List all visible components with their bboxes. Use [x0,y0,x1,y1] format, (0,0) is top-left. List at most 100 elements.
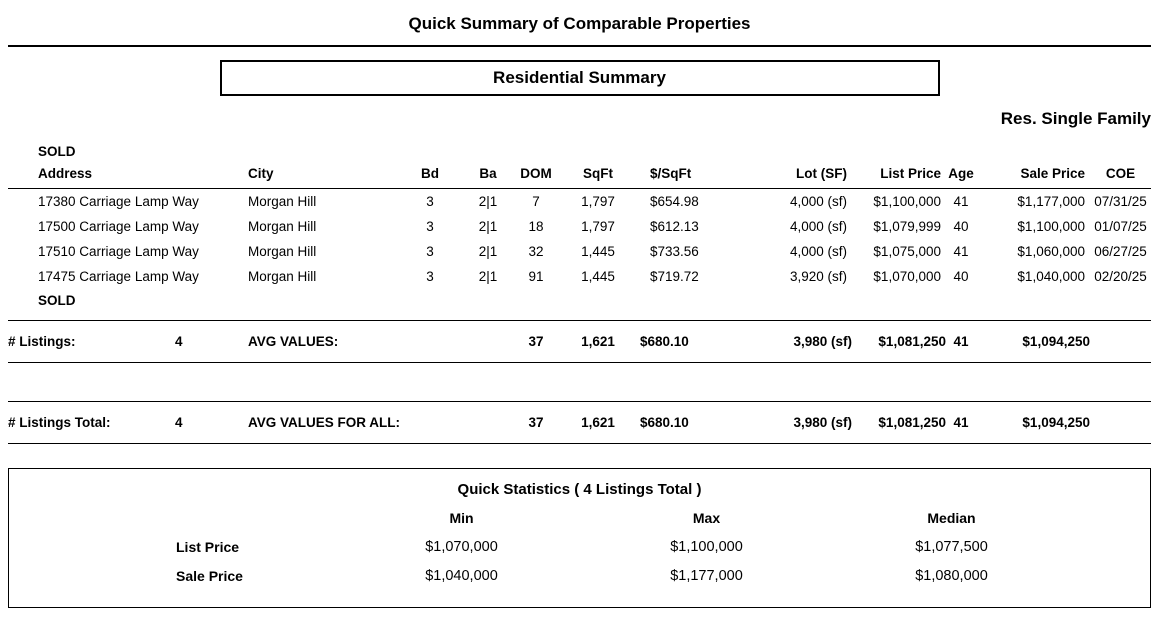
qs-header-min: Min [449,510,474,526]
cell-list-price: $1,070,000 [873,269,941,284]
table-header-row: Address City Bd Ba DOM SqFt $/SqFt Lot (… [8,163,1151,189]
cell-dom: 18 [528,219,544,234]
divider [8,443,1151,444]
listings-total-count: 4 [175,415,183,430]
cell-coe: 06/27/25 [1094,244,1147,259]
total-coe [1090,402,1151,443]
cell-lot: 4,000 (sf) [789,244,847,259]
cell-city: Morgan Hill [248,244,317,259]
totals-row: # Listings Total: 4 AVG VALUES FOR ALL: … [8,402,1151,443]
qs-sale-price-median: $1,080,000 [915,568,988,584]
cell-address: 17475 Carriage Lamp Way [38,269,199,284]
spacer [8,363,1151,401]
column-header-sale-price: Sale Price [976,163,1090,189]
cell-age: 40 [953,269,969,284]
listings-total-label: # Listings Total: [8,415,111,430]
cell-price-per-sqft: $733.56 [650,244,699,259]
qs-list-price-max: $1,100,000 [670,539,743,555]
avg-list-price: $1,081,250 [878,334,946,349]
quick-statistics-grid: Min Max Median List Price $1,070,000 $1,… [9,510,1150,584]
qs-header-max: Max [692,510,721,526]
qs-list-price-min: $1,070,000 [425,539,498,555]
column-header-coe: COE [1090,163,1151,189]
cell-coe: 07/31/25 [1094,194,1147,209]
table-row: 17380 Carriage Lamp Way Morgan Hill 3 2|… [8,189,1151,215]
listings-total-cell: # Listings Total: 4 [8,402,248,443]
averages-table-row: # Listings: 4 AVG VALUES: 37 1,621 $680.… [8,321,1151,362]
cell-address: 17380 Carriage Lamp Way [38,194,199,209]
cell-lot: 4,000 (sf) [789,194,847,209]
sold-section-label-top: SOLD [38,144,76,159]
cell-list-price: $1,100,000 [873,194,941,209]
cell-ba: 2|1 [478,194,498,209]
avg-lot: 3,980 (sf) [793,334,852,349]
cell-sqft: 1,797 [581,194,615,209]
cell-lot: 4,000 (sf) [789,219,847,234]
total-ba [460,402,516,443]
cell-sqft: 1,797 [581,219,615,234]
divider [8,320,1151,321]
qs-empty-cell [9,510,339,526]
cell-age: 41 [953,244,969,259]
column-header-city: City [248,163,400,189]
quick-statistics-box: Quick Statistics ( 4 Listings Total ) Mi… [8,468,1151,608]
avg-ba [460,321,516,362]
averages-row: # Listings: 4 AVG VALUES: 37 1,621 $680.… [8,321,1151,362]
avg-bd [400,321,460,362]
column-header-list-price: List Price [852,163,946,189]
cell-bd: 3 [426,244,434,259]
avg-sale-price: $1,094,250 [1022,334,1090,349]
quick-statistics-title: Quick Statistics ( 4 Listings Total ) [457,481,702,498]
cell-list-price: $1,075,000 [873,244,941,259]
property-class-label: Res. Single Family [1000,109,1151,128]
cell-age: 41 [953,194,969,209]
cell-price-per-sqft: $612.13 [650,219,699,234]
report-title: Quick Summary of Comparable Properties [408,14,751,33]
total-dom: 37 [528,415,544,430]
total-price-per-sqft: $680.10 [640,415,689,430]
total-bd [400,402,460,443]
avg-price-per-sqft: $680.10 [640,334,689,349]
cell-city: Morgan Hill [248,219,317,234]
cell-city: Morgan Hill [248,269,317,284]
cell-ba: 2|1 [478,244,498,259]
cell-ba: 2|1 [478,219,498,234]
divider [8,362,1151,363]
avg-age: 41 [953,334,969,349]
qs-header-median: Median [927,510,976,526]
comps-table: Address City Bd Ba DOM SqFt $/SqFt Lot (… [8,163,1151,289]
qs-sale-price-min: $1,040,000 [425,568,498,584]
cell-sale-price: $1,040,000 [1017,269,1085,284]
column-header-ba: Ba [460,163,516,189]
cell-sale-price: $1,060,000 [1017,244,1085,259]
listings-label: # Listings: [8,334,76,349]
cell-dom: 91 [528,269,544,284]
total-sale-price: $1,094,250 [1022,415,1090,430]
cell-bd: 3 [426,219,434,234]
title-divider [8,45,1151,47]
table-row: 17500 Carriage Lamp Way Morgan Hill 3 2|… [8,214,1151,239]
cell-list-price: $1,079,999 [873,219,941,234]
total-age: 41 [953,415,969,430]
cell-coe: 01/07/25 [1094,219,1147,234]
totals-table-row: # Listings Total: 4 AVG VALUES FOR ALL: … [8,402,1151,443]
listings-count: 4 [175,334,183,349]
qs-list-price-median: $1,077,500 [915,539,988,555]
cell-bd: 3 [426,269,434,284]
total-values-label: AVG VALUES FOR ALL: [248,415,400,430]
cell-coe: 02/20/25 [1094,269,1147,284]
cell-city: Morgan Hill [248,194,317,209]
listings-count-cell: # Listings: 4 [8,321,248,362]
cell-dom: 7 [532,194,540,209]
column-header-price-per-sqft: $/SqFt [640,163,740,189]
cell-dom: 32 [528,244,544,259]
column-header-lot: Lot (SF) [740,163,852,189]
cell-sqft: 1,445 [581,244,615,259]
total-list-price: $1,081,250 [878,415,946,430]
divider [8,401,1151,402]
cell-bd: 3 [426,194,434,209]
qs-row-label: Sale Price [176,568,243,584]
cell-ba: 2|1 [478,269,498,284]
total-lot: 3,980 (sf) [793,415,852,430]
cell-address: 17500 Carriage Lamp Way [38,219,199,234]
